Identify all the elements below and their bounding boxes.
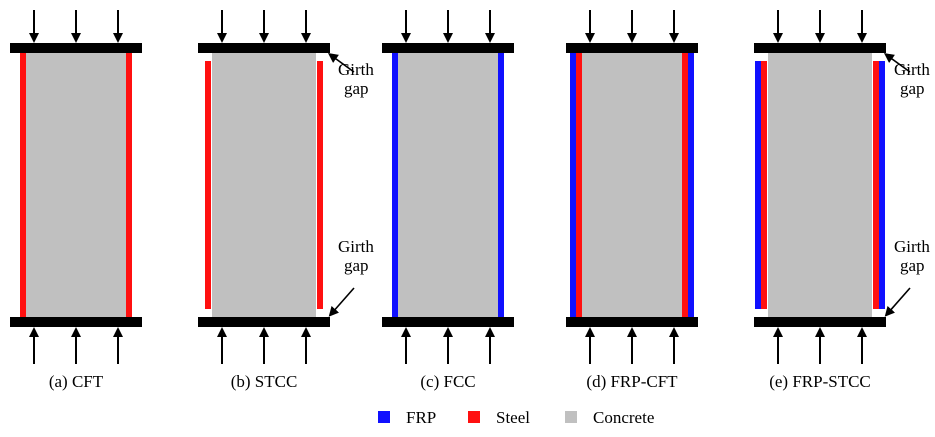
steel-layer-left bbox=[761, 61, 767, 309]
steel-layer-left bbox=[576, 53, 582, 317]
legend-label-steel: Steel bbox=[496, 408, 530, 427]
top-loading-plate bbox=[198, 43, 330, 53]
top-loading-plate bbox=[754, 43, 886, 53]
steel-layer-right bbox=[317, 61, 323, 309]
bottom-loading-plate bbox=[382, 317, 514, 327]
legend-swatch-concrete bbox=[565, 411, 577, 423]
legend: FRP Steel Concrete bbox=[378, 408, 654, 427]
girth-gap-label-bottom: Girth gap bbox=[338, 237, 374, 275]
legend-swatch-frp bbox=[378, 411, 390, 423]
legend-swatch-steel bbox=[468, 411, 480, 423]
bottom-loading-plate bbox=[198, 317, 330, 327]
panel-1: (b) STCC Girth gap Girth gap bbox=[198, 10, 374, 391]
frp-layer-right bbox=[688, 53, 694, 317]
panels-layer: (a) CFT (b) STCC Girth gap Girth gap (c) FCC (d… bbox=[10, 10, 930, 391]
top-loading-plate bbox=[10, 43, 142, 53]
panel-caption: (b) STCC bbox=[231, 372, 298, 391]
girth-gap-arrow-bottom bbox=[328, 287, 355, 317]
girth-gap-arrow-top bbox=[883, 53, 911, 73]
steel-layer-right bbox=[873, 61, 879, 309]
panel-caption: (c) FCC bbox=[420, 372, 475, 391]
girth-gap-label-bottom: Girth gap bbox=[894, 237, 930, 275]
legend-label-concrete: Concrete bbox=[593, 408, 654, 427]
concrete-core bbox=[212, 53, 316, 317]
steel-layer-left bbox=[20, 53, 26, 317]
steel-layer-right bbox=[126, 53, 132, 317]
frp-layer-right bbox=[498, 53, 504, 317]
frp-layer-left bbox=[570, 53, 576, 317]
bottom-loading-plate bbox=[10, 317, 142, 327]
girth-gap-arrow-top bbox=[327, 53, 355, 73]
concrete-core bbox=[580, 53, 684, 317]
bottom-loading-plate bbox=[754, 317, 886, 327]
girth-gap-label-top: Girth gap bbox=[894, 60, 930, 98]
top-loading-plate bbox=[566, 43, 698, 53]
top-loading-plate bbox=[382, 43, 514, 53]
steel-layer-right bbox=[682, 53, 688, 317]
panel-caption: (e) FRP-STCC bbox=[769, 372, 871, 391]
panel-caption: (a) CFT bbox=[49, 372, 104, 391]
frp-layer-right bbox=[879, 61, 885, 309]
panel-2: (c) FCC bbox=[382, 10, 514, 391]
girth-gap-label-top: Girth gap bbox=[338, 60, 374, 98]
steel-layer-left bbox=[205, 61, 211, 309]
panel-caption: (d) FRP-CFT bbox=[586, 372, 678, 391]
panel-4: (e) FRP-STCC Girth gap Girth gap bbox=[754, 10, 930, 391]
frp-layer-left bbox=[392, 53, 398, 317]
panel-3: (d) FRP-CFT bbox=[566, 10, 698, 391]
girth-gap-arrow-bottom bbox=[884, 287, 911, 317]
concrete-core bbox=[396, 53, 500, 317]
frp-layer-left bbox=[755, 61, 761, 309]
legend-label-frp: FRP bbox=[406, 408, 436, 427]
bottom-loading-plate bbox=[566, 317, 698, 327]
concrete-core bbox=[768, 53, 872, 317]
panel-0: (a) CFT bbox=[10, 10, 142, 391]
concrete-core bbox=[24, 53, 128, 317]
